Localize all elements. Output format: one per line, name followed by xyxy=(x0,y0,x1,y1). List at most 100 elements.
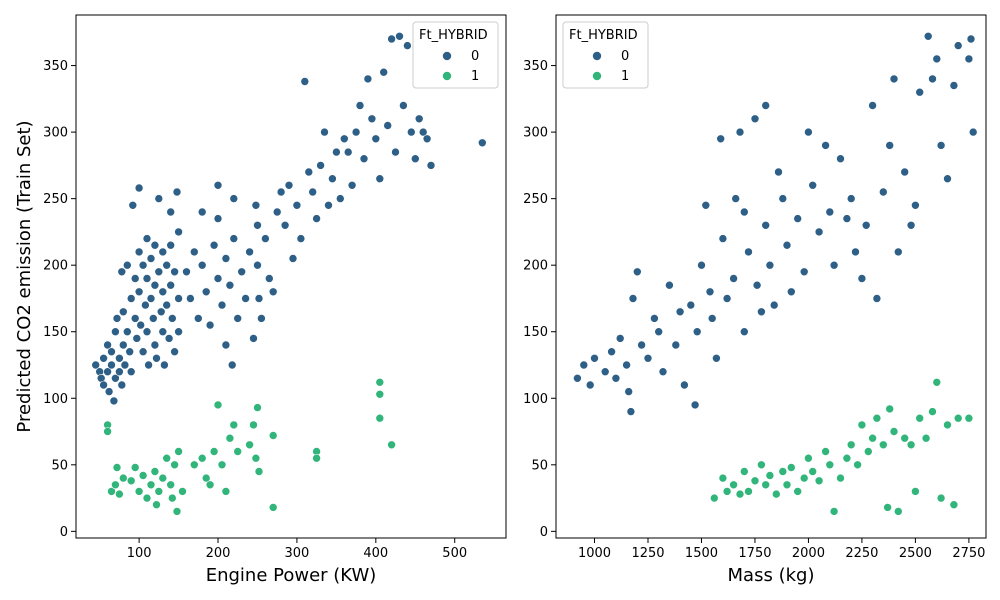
point-series-0-112 xyxy=(320,127,329,137)
point-series-0-2 xyxy=(585,380,595,390)
point-series-0-101 xyxy=(276,187,286,197)
point-series-0-17 xyxy=(117,380,127,390)
point-series-0-14 xyxy=(643,353,653,363)
point-series-0-83 xyxy=(966,34,976,44)
point-series-0-138 xyxy=(422,134,432,144)
point-series-0-107 xyxy=(300,77,310,86)
plot-frame xyxy=(555,14,987,539)
y-tick-label-100: 100 xyxy=(523,392,548,407)
chart-engine-power: 100 200 300 400 500 0 50 100 150 200 250 300 350 En… xyxy=(14,14,507,586)
point-series-0-92 xyxy=(251,201,261,210)
point-series-0-60 xyxy=(846,194,856,203)
point-series-0-53 xyxy=(158,327,168,337)
x-tick-label-300: 300 xyxy=(285,546,310,561)
y-tick-label-150: 150 xyxy=(523,325,548,340)
x-tick-label-1750: 1750 xyxy=(738,546,771,561)
y-tick-label-200: 200 xyxy=(523,259,548,274)
point-series-0-10 xyxy=(626,407,636,416)
point-series-0-127 xyxy=(379,67,389,77)
point-series-1-3 xyxy=(729,480,738,490)
point-series-1-33 xyxy=(229,420,239,430)
point-series-1-42 xyxy=(932,377,942,387)
point-series-0-115 xyxy=(332,147,341,157)
point-series-0-133 xyxy=(403,41,412,50)
point-series-0-68 xyxy=(889,74,899,84)
point-series-1-4 xyxy=(735,489,745,499)
point-series-0-57 xyxy=(164,334,174,343)
point-series-0-76 xyxy=(209,240,219,250)
point-series-1-39 xyxy=(915,413,925,423)
point-series-0-68 xyxy=(182,267,191,277)
point-series-0-41 xyxy=(757,307,766,317)
point-series-0-46 xyxy=(774,167,783,177)
legend-box xyxy=(412,21,499,89)
point-series-0-20 xyxy=(120,360,130,370)
point-series-0-86 xyxy=(229,234,239,243)
point-series-0-54 xyxy=(160,360,169,370)
point-series-1-27 xyxy=(857,420,867,430)
point-series-1-1 xyxy=(718,473,728,483)
point-series-0-8 xyxy=(622,360,631,370)
point-series-0-30 xyxy=(716,134,726,144)
point-series-0-0 xyxy=(91,360,100,370)
point-series-0-81 xyxy=(964,54,974,64)
point-series-0-9 xyxy=(624,387,634,396)
point-series-0-52 xyxy=(804,127,813,137)
point-series-0-24 xyxy=(692,327,702,337)
point-series-0-8 xyxy=(107,347,116,357)
point-series-0-48 xyxy=(154,194,164,203)
x-tick-label-100: 100 xyxy=(127,546,152,561)
point-series-1-46 xyxy=(375,413,385,423)
point-series-1-38 xyxy=(911,487,920,496)
point-series-0-113 xyxy=(324,201,333,210)
point-series-0-111 xyxy=(316,161,325,170)
point-series-1-36 xyxy=(900,433,910,443)
point-series-1-26 xyxy=(201,473,211,483)
point-series-1-29 xyxy=(213,400,223,410)
point-series-0-73 xyxy=(197,260,207,270)
point-series-0-28 xyxy=(707,314,717,323)
point-series-1-11 xyxy=(142,493,152,503)
point-series-0-128 xyxy=(383,121,393,130)
point-series-1-18 xyxy=(166,480,175,490)
point-series-1-12 xyxy=(146,480,156,490)
point-series-1-1 xyxy=(103,427,112,436)
y-tick-label-150: 150 xyxy=(43,325,68,340)
point-series-0-35 xyxy=(735,127,745,137)
point-series-1-10 xyxy=(138,471,148,480)
x-axis-label: Engine Power (KW) xyxy=(206,565,377,586)
point-series-0-100 xyxy=(272,207,282,217)
point-series-1-30 xyxy=(217,460,227,470)
legend-box xyxy=(562,21,649,89)
point-series-0-4 xyxy=(99,380,108,390)
point-series-0-67 xyxy=(885,141,895,150)
point-series-0-58 xyxy=(166,207,175,217)
point-series-1-23 xyxy=(836,473,845,483)
point-series-1-18 xyxy=(808,467,818,476)
point-series-0-102 xyxy=(280,221,290,230)
point-series-1-34 xyxy=(233,447,242,456)
point-series-0-12 xyxy=(632,267,642,277)
point-series-0-79 xyxy=(949,81,959,90)
point-series-0-125 xyxy=(371,134,381,144)
point-series-0-48 xyxy=(782,240,792,250)
point-series-0-74 xyxy=(923,31,933,41)
point-series-0-108 xyxy=(304,167,314,177)
point-series-1-9 xyxy=(761,480,771,490)
point-series-1-21 xyxy=(825,460,835,470)
point-series-0-64 xyxy=(172,187,182,197)
point-series-0-77 xyxy=(936,141,946,150)
point-series-0-27 xyxy=(130,274,140,283)
point-series-1-37 xyxy=(906,440,916,450)
point-series-0-13 xyxy=(112,314,122,323)
scatter-points xyxy=(573,31,978,516)
point-series-1-16 xyxy=(799,473,809,483)
point-series-0-26 xyxy=(701,201,711,210)
point-series-0-88 xyxy=(237,267,246,277)
point-series-1-44 xyxy=(375,377,385,387)
point-series-0-78 xyxy=(213,214,223,223)
x-tick-label-1000: 1000 xyxy=(578,546,611,561)
point-series-0-50 xyxy=(156,307,166,317)
point-series-1-44 xyxy=(943,420,952,430)
point-series-0-62 xyxy=(170,267,179,277)
